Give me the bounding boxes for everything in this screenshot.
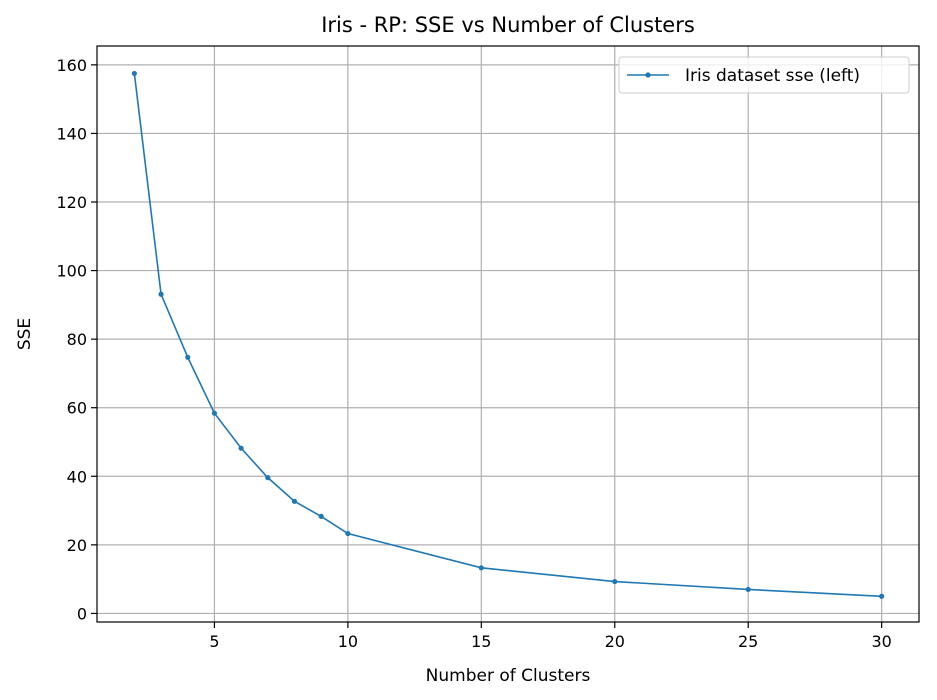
x-tick-label: 5 [209, 632, 219, 651]
plot-frame [96, 45, 920, 623]
chart-title: Iris - RP: SSE vs Number of Clusters [321, 13, 695, 37]
x-tick-label: 10 [338, 632, 358, 651]
data-point [238, 445, 244, 451]
y-tick-label: 40 [67, 467, 87, 486]
x-axis-label: Number of Clusters [426, 666, 591, 686]
y-tick-label: 20 [67, 536, 87, 555]
legend-marker-swatch [645, 72, 651, 78]
y-axis-label: SSE [15, 318, 35, 350]
legend-box [618, 56, 910, 94]
data-point [211, 410, 218, 416]
y-tick-label: 100 [56, 262, 87, 281]
x-tick-label: 25 [738, 632, 758, 651]
legend: Iris dataset sse (left) [618, 56, 910, 94]
y-tick-label: 0 [77, 604, 87, 623]
data-point [265, 475, 271, 481]
y-tick-label: 140 [56, 124, 87, 143]
series-layer [131, 70, 885, 599]
data-point [345, 530, 351, 537]
grid [97, 46, 919, 622]
y-tick-label: 60 [67, 399, 87, 418]
x-tick-label: 30 [871, 632, 891, 651]
data-point [879, 593, 885, 599]
data-point [185, 354, 191, 360]
data-point [291, 498, 298, 504]
data-point [745, 586, 751, 593]
x-tick-label: 20 [605, 632, 625, 651]
axis-ticks: 5 10 15 20 25 30 0 20 40 60 80 100 120 140 160 [56, 56, 891, 651]
data-point [318, 513, 324, 520]
legend-entry-label: Iris dataset sse (left) [685, 66, 860, 86]
x-tick-label: 15 [471, 632, 491, 651]
data-point [612, 578, 618, 585]
y-tick-label: 80 [67, 330, 87, 349]
y-tick-label: 160 [56, 56, 87, 75]
data-point [158, 291, 164, 297]
y-tick-label: 120 [56, 193, 87, 212]
data-point [131, 70, 137, 77]
data-point [478, 565, 484, 571]
